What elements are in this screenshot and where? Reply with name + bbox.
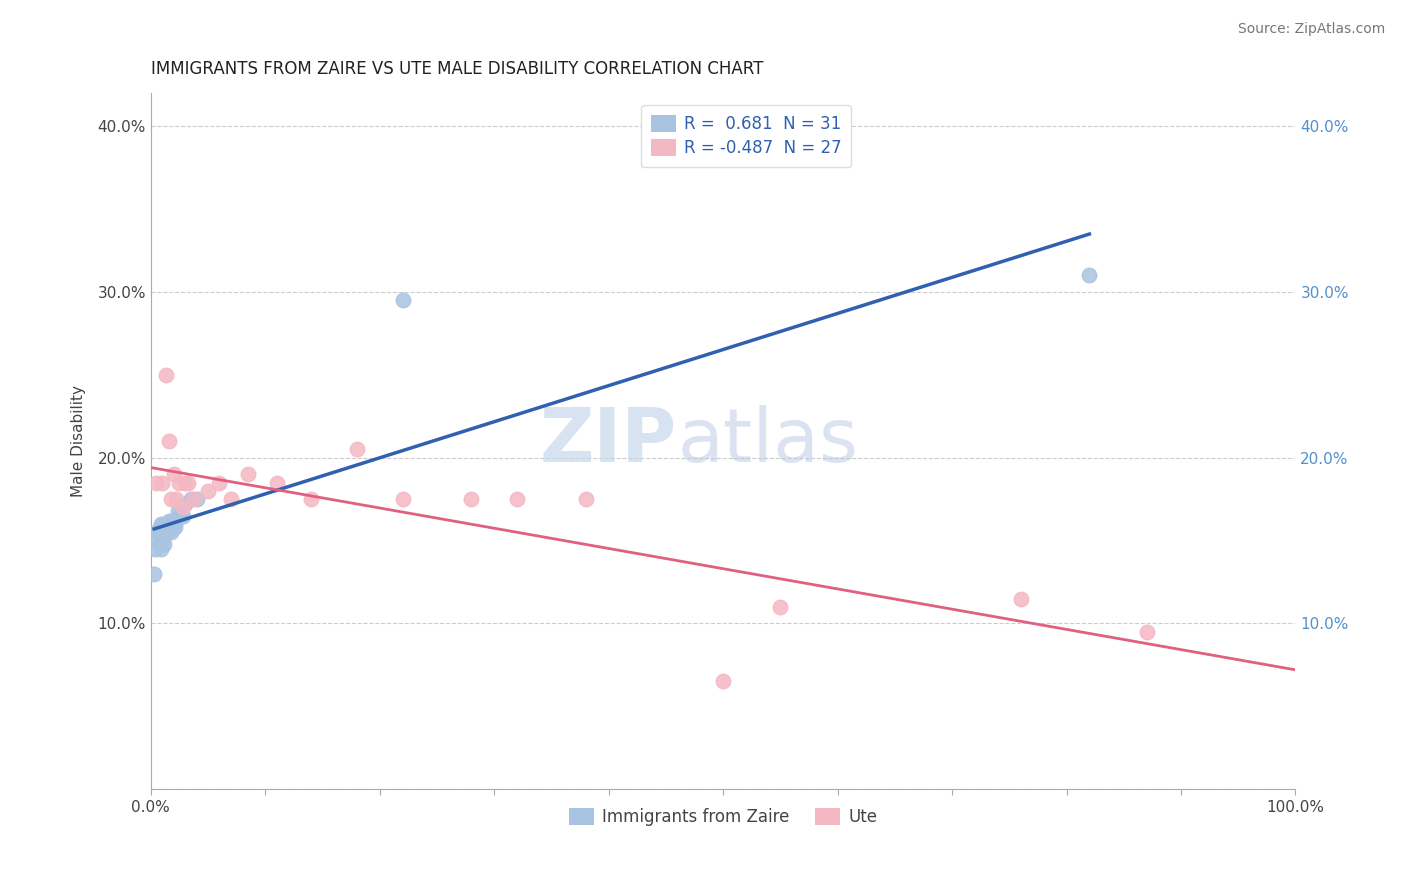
Point [157, 434, 180, 449]
Point [1010, 591, 1032, 606]
Point [575, 492, 598, 507]
Point [157, 514, 180, 528]
Point [163, 520, 186, 534]
Point [156, 525, 179, 540]
Point [174, 475, 197, 490]
Point [145, 475, 167, 490]
Point [155, 368, 177, 382]
Point [152, 530, 174, 544]
Point [1136, 624, 1159, 639]
Point [156, 516, 179, 531]
Legend: Immigrants from Zaire, Ute: Immigrants from Zaire, Ute [562, 802, 884, 833]
Point [150, 475, 173, 490]
Point [169, 508, 191, 523]
Point [186, 492, 208, 507]
Text: Source: ZipAtlas.com: Source: ZipAtlas.com [1237, 22, 1385, 37]
Point [183, 492, 205, 507]
Text: ZIP: ZIP [540, 405, 678, 477]
Point [160, 492, 183, 507]
Point [236, 467, 259, 482]
Point [197, 483, 219, 498]
Point [1078, 268, 1101, 283]
Point [769, 599, 792, 614]
Point [153, 537, 176, 551]
Point [143, 566, 166, 581]
Point [219, 492, 242, 507]
Point [162, 516, 184, 531]
Point [391, 492, 413, 507]
Point [172, 508, 194, 523]
Point [149, 520, 172, 534]
Point [169, 475, 191, 490]
Point [167, 504, 190, 518]
Point [150, 525, 173, 540]
Point [143, 541, 166, 556]
Point [506, 492, 529, 507]
Point [711, 674, 734, 689]
Point [146, 533, 169, 548]
Text: IMMIGRANTS FROM ZAIRE VS UTE MALE DISABILITY CORRELATION CHART: IMMIGRANTS FROM ZAIRE VS UTE MALE DISABI… [150, 60, 763, 78]
Point [165, 514, 187, 528]
Point [150, 533, 173, 548]
Point [155, 525, 177, 540]
Point [148, 525, 170, 540]
Point [177, 475, 200, 490]
Point [346, 442, 368, 457]
Point [153, 516, 176, 531]
Text: atlas: atlas [678, 405, 858, 477]
Y-axis label: Male Disability: Male Disability [72, 385, 86, 497]
Point [208, 475, 231, 490]
Point [391, 293, 413, 308]
Point [165, 492, 187, 507]
Point [160, 525, 183, 540]
Point [162, 514, 184, 528]
Point [180, 492, 202, 507]
Point [145, 525, 167, 540]
Point [162, 467, 184, 482]
Point [150, 516, 173, 531]
Point [159, 520, 181, 534]
Point [460, 492, 482, 507]
Point [266, 475, 288, 490]
Point [174, 497, 197, 511]
Point [299, 492, 322, 507]
Point [172, 500, 194, 515]
Point [150, 541, 173, 556]
